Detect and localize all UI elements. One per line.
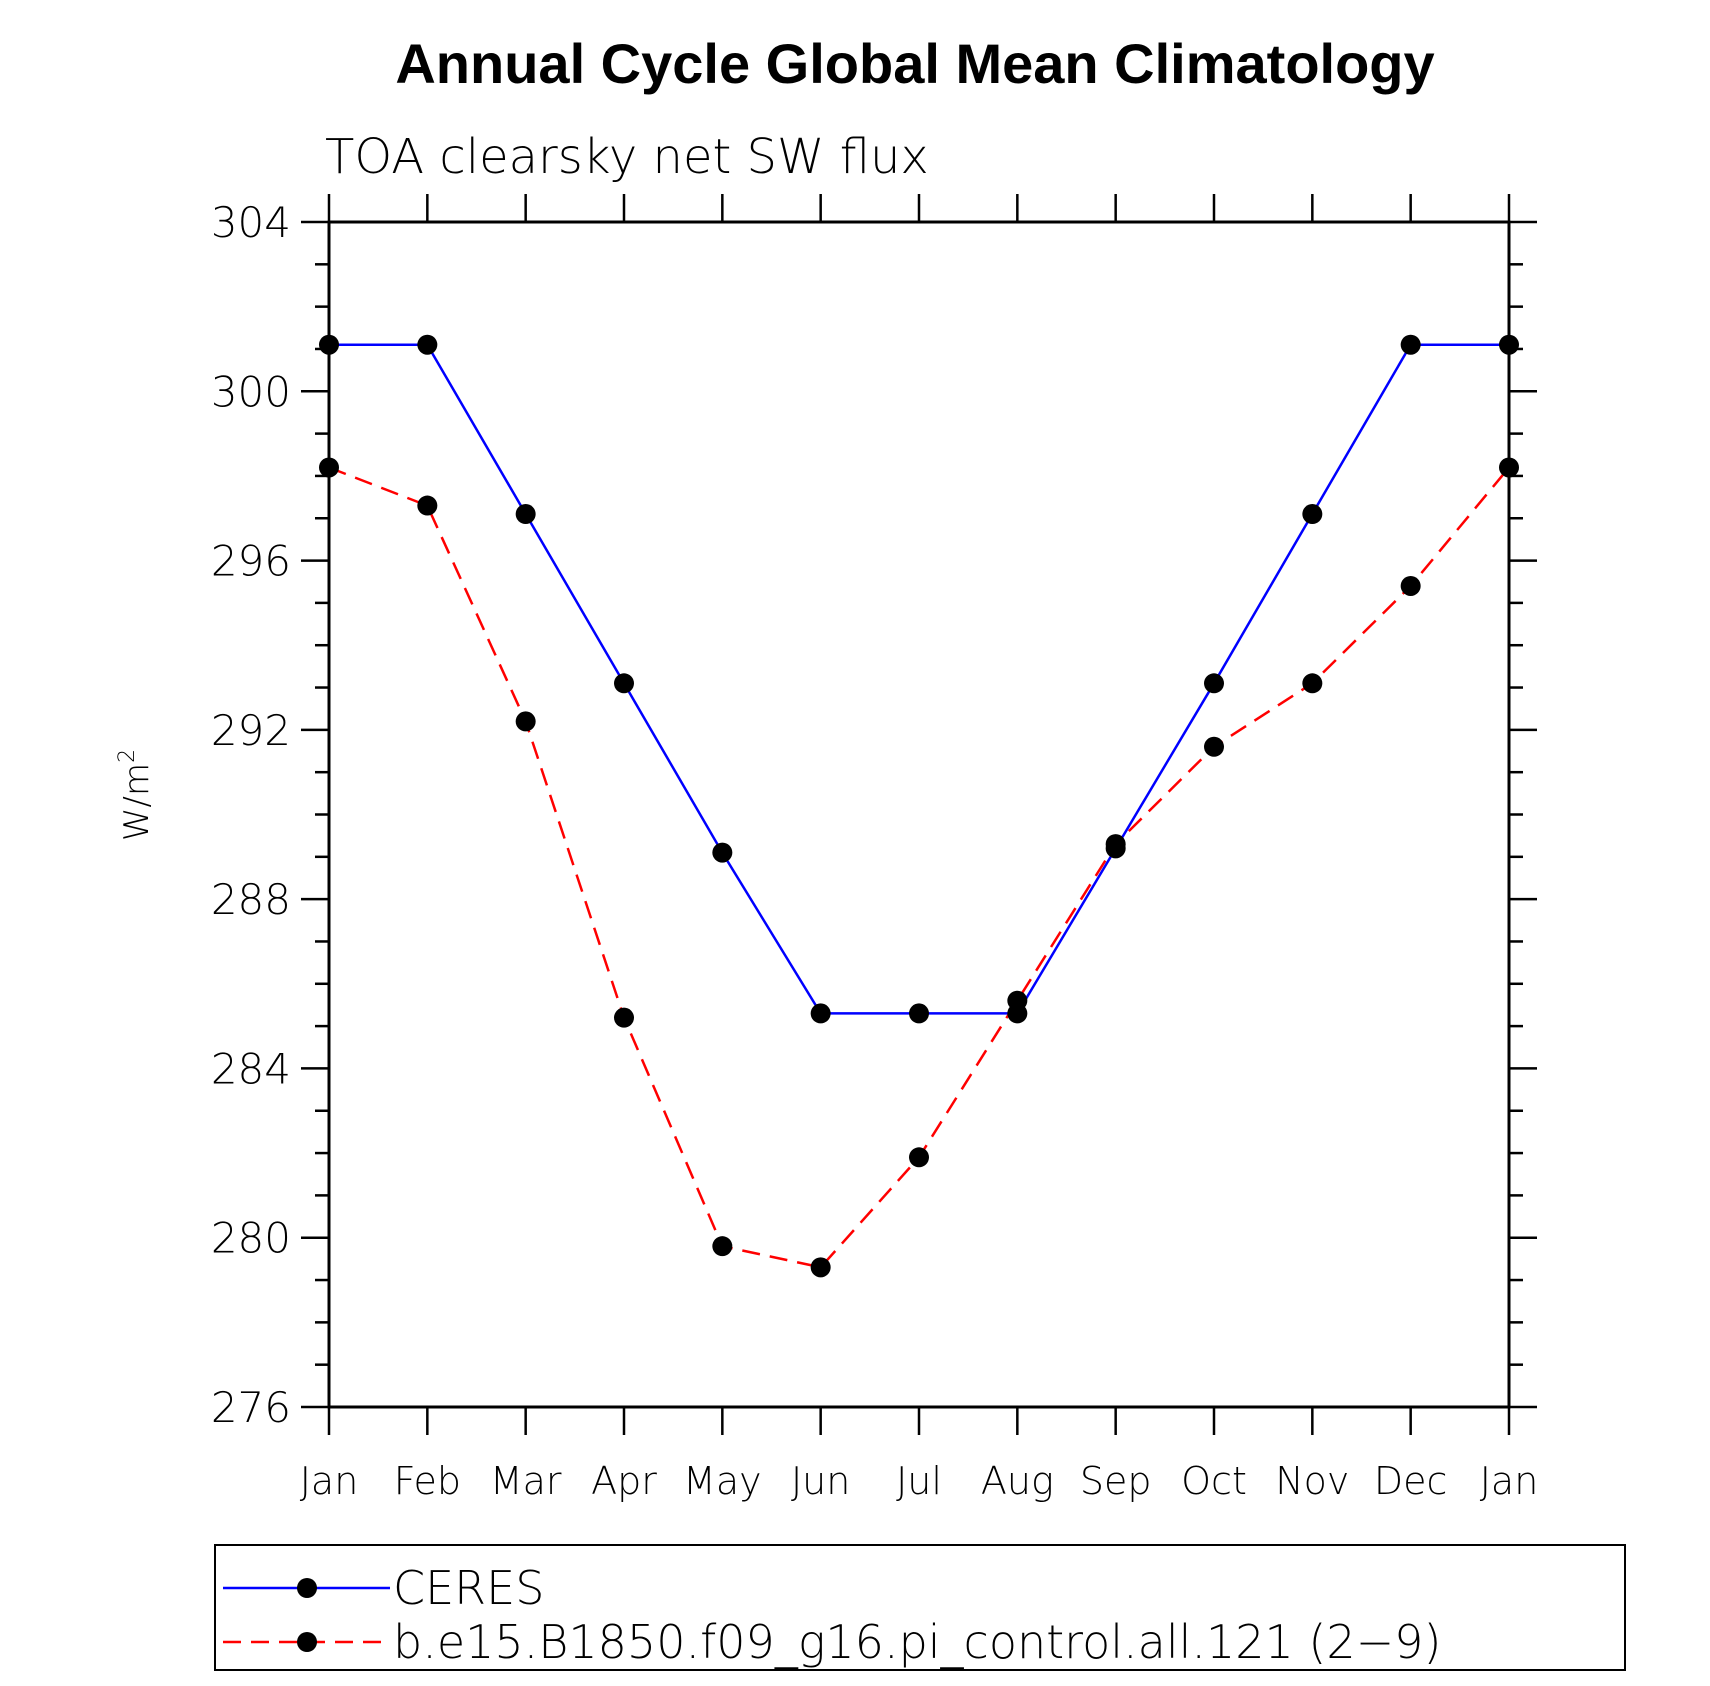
series-layer	[319, 334, 1519, 1278]
series-0-point	[909, 1003, 929, 1024]
series-0-point	[1400, 334, 1421, 355]
y-tick-labels: 276 280 284 288 292 296 300 304	[211, 198, 291, 1432]
x-tick-label: Apr	[591, 1459, 657, 1503]
x-tick-label: Nov	[1275, 1459, 1349, 1503]
series-0-point	[319, 334, 339, 355]
plot-frame	[327, 220, 1511, 1409]
series-1-point	[1105, 834, 1126, 855]
y-tick-label: 276	[211, 1383, 291, 1432]
y-tick-label: 296	[211, 537, 291, 586]
x-tick-label: Mar	[490, 1459, 562, 1503]
legend-model-label: b.e15.B1850.f09_g16.pi_control.all.121 (…	[393, 1615, 1441, 1669]
series-1-point	[1400, 575, 1421, 596]
series-1-point	[712, 1236, 733, 1257]
legend-ceres-marker	[297, 1578, 317, 1598]
y-axis-label: W/m	[117, 763, 157, 841]
legend-model-marker	[297, 1632, 317, 1652]
chart-subtitle: TOA clearsky net SW flux	[325, 129, 929, 185]
series-0-point	[810, 1003, 831, 1024]
series-0-point	[1499, 334, 1519, 355]
series-1-point	[1007, 990, 1028, 1011]
series-1-point	[1204, 736, 1224, 757]
x-tick-label: Jun	[791, 1459, 850, 1503]
x-tick-label: Aug	[981, 1459, 1054, 1503]
chart-title: Annual Cycle Global Mean Climatology	[395, 32, 1434, 95]
svg-text:W/m2: W/m2	[115, 749, 157, 841]
axis-ticks	[301, 194, 1537, 1435]
series-1-point	[319, 457, 339, 478]
series-0-point	[712, 842, 733, 863]
series-1-point	[810, 1257, 831, 1278]
series-1-point	[515, 711, 536, 732]
x-tick-label: Sep	[1080, 1459, 1152, 1503]
x-tick-label: May	[683, 1459, 762, 1503]
legend-box	[214, 1544, 1626, 1671]
series-1-point	[614, 1007, 634, 1028]
legend-ceres-label: CERES	[393, 1561, 544, 1615]
x-tick-label: Jan	[300, 1459, 359, 1503]
y-tick-label: 304	[211, 198, 291, 247]
series-1-point	[1302, 673, 1323, 694]
y-tick-label: 288	[211, 875, 291, 924]
x-tick-label: Jul	[896, 1459, 942, 1503]
y-tick-label: 284	[211, 1044, 291, 1093]
y-axis-label-superscript: 2	[115, 749, 140, 763]
y-tick-label: 280	[211, 1214, 291, 1263]
legend: CERES b.e15.B1850.f09_g16.pi_control.all…	[214, 1544, 1626, 1671]
x-tick-label: Oct	[1181, 1459, 1247, 1503]
series-1-point	[909, 1147, 929, 1168]
series-0-point	[614, 673, 634, 694]
series-1-point	[417, 495, 438, 516]
series-0-point	[1302, 504, 1323, 525]
series-0-point	[515, 504, 536, 525]
y-tick-label: 292	[211, 706, 291, 755]
x-tick-label: Feb	[394, 1459, 461, 1503]
y-axis-label-group: W/m2	[115, 749, 157, 841]
x-tick-label: Dec	[1374, 1459, 1448, 1503]
series-0-point	[1204, 673, 1224, 694]
y-tick-label: 300	[211, 367, 291, 416]
series-1-point	[1499, 457, 1519, 478]
x-tick-label: Jan	[1480, 1459, 1539, 1503]
x-tick-labels: Jan Feb Mar Apr May Jun Jul Aug Sep Oct Nov Dec Jan	[300, 1459, 1539, 1503]
series-0-point	[417, 334, 438, 355]
